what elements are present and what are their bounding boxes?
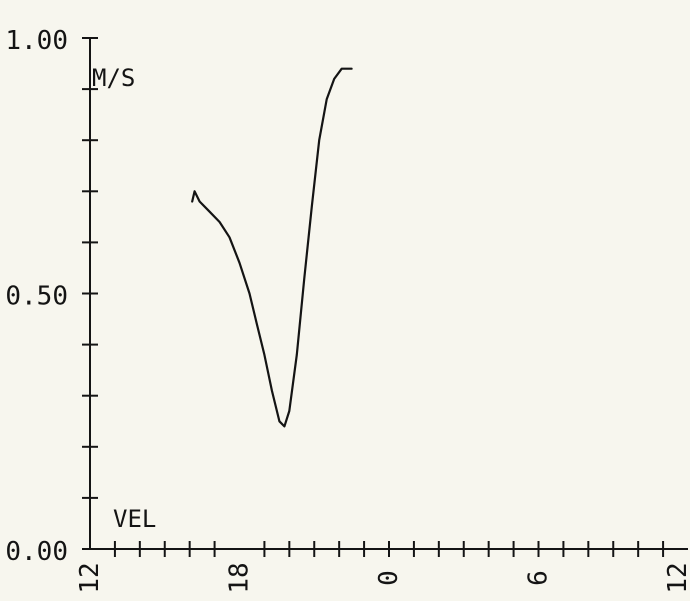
x-tick-label-0: 12 (75, 562, 105, 593)
x-tick-label-3: 6 (524, 570, 554, 586)
series-line-0 (191, 67, 353, 428)
series-label: VEL (113, 505, 156, 533)
y-axis-unit-label: M/S (92, 64, 135, 92)
x-tick-label-1: 18 (225, 562, 255, 593)
x-tick-label-4: 12 (663, 562, 690, 593)
y-tick-label-1: 0.50 (5, 282, 68, 312)
x-tick-label-2: 0 (374, 570, 404, 586)
y-tick-label-2: 1.00 (5, 26, 68, 56)
y-tick-label-0: 0.00 (5, 537, 68, 567)
